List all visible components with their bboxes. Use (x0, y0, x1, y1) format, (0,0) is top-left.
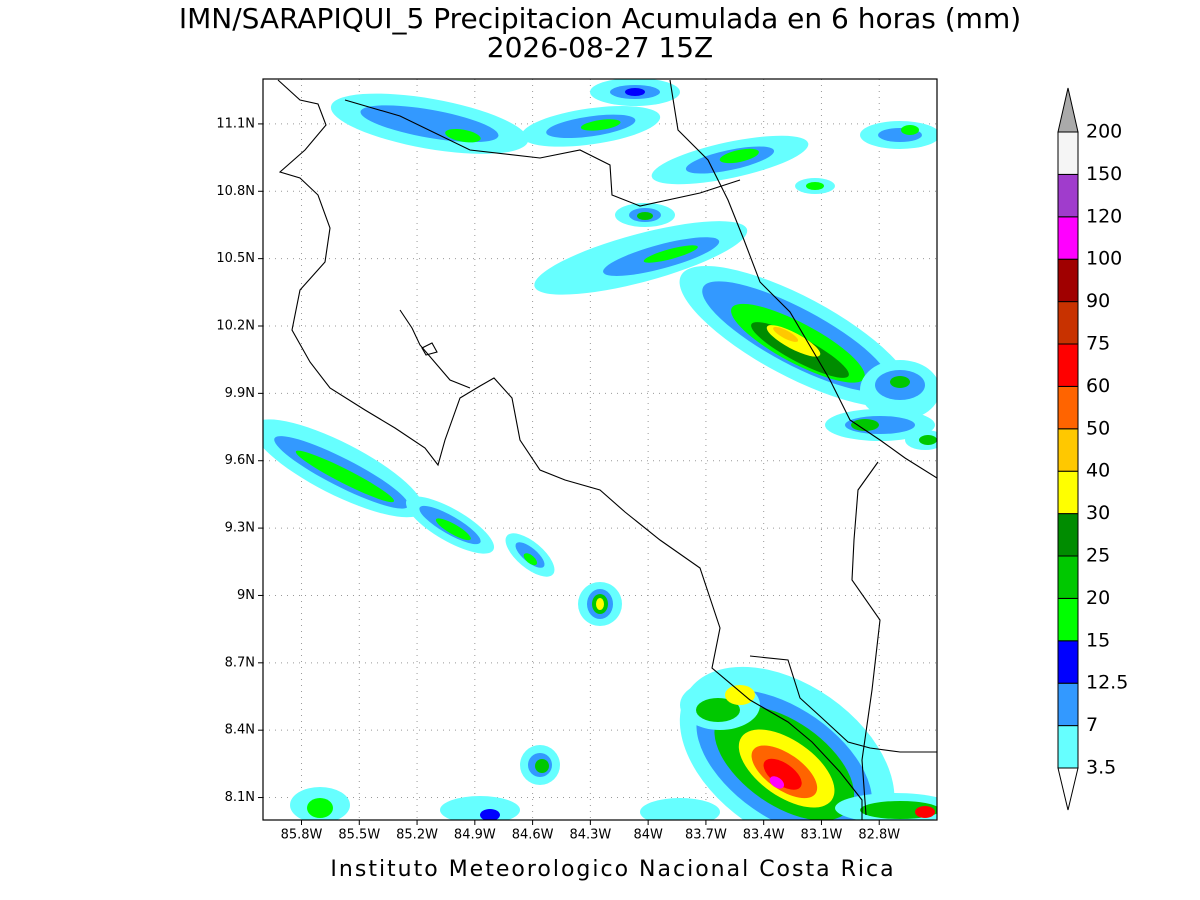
plot-frame (262, 78, 938, 821)
colorbar-label: 15 (1086, 629, 1110, 651)
x-tick-label: 83.1W (801, 828, 843, 843)
y-tick-label: 8.7N (225, 655, 255, 670)
y-tick-label: 9.6N (225, 453, 255, 468)
precip-area (535, 759, 549, 773)
y-tick-label: 10.5N (216, 251, 255, 266)
y-tick-label: 8.4N (225, 723, 255, 738)
precip-area (763, 758, 802, 790)
y-tick-label: 9.9N (225, 386, 255, 401)
footer: Instituto Meteorologico Nacional Costa R… (330, 857, 895, 882)
colorbar-box (1057, 470, 1079, 515)
colorbar-label: 30 (1086, 502, 1110, 524)
precip-area (445, 129, 481, 143)
subtitle: 2026-08-27 15Z (487, 31, 713, 64)
colorbar-box (1057, 301, 1079, 345)
colorbar-box (1057, 216, 1079, 260)
x-tick-label: 85.8W (281, 828, 323, 843)
colorbar-label: 75 (1086, 333, 1110, 355)
precip-area (523, 553, 538, 566)
precip-area (919, 435, 937, 445)
precip-area (440, 796, 520, 820)
colorbar-box (1057, 597, 1079, 642)
y-tick-label: 10.8N (216, 184, 255, 199)
colorbar-label: 90 (1086, 290, 1110, 312)
precip-area (625, 88, 645, 96)
precip-area (696, 698, 740, 722)
precip-area (725, 685, 755, 705)
colorbar-label: 100 (1086, 248, 1122, 270)
colorbar-box (1057, 640, 1079, 684)
colorbar-label: 60 (1086, 375, 1110, 397)
colorbar-box (1057, 343, 1079, 387)
colorbar-over (1057, 87, 1079, 133)
colorbar-box (1057, 258, 1079, 303)
coastlines (277, 79, 937, 820)
precip-area (580, 119, 621, 131)
x-tick-label: 84W (633, 828, 663, 843)
y-tick-label: 11.1N (216, 116, 255, 131)
precip-area (769, 776, 785, 789)
precip-area (643, 245, 698, 263)
colorbar-box (1057, 725, 1079, 769)
precip-area (719, 148, 759, 164)
colorbar-label: 3.5 (1086, 757, 1116, 779)
precip-area (637, 212, 653, 220)
colorbar-label: 40 (1086, 460, 1110, 482)
colorbar-box (1057, 428, 1079, 472)
y-tick-label: 10.2N (216, 319, 255, 334)
axis-labels: 85.8W 85.5W 85.2W 84.9W 84.6W 84.3W 84W 83.7W 83… (216, 116, 900, 842)
precip-area (307, 798, 333, 818)
colorbar-label: 12.5 (1086, 672, 1128, 694)
colorbar-label: 25 (1086, 545, 1110, 567)
colorbar-box (1057, 555, 1079, 599)
title: IMN/SARAPIQUI_5 Precipitacion Acumulada … (179, 2, 1021, 35)
x-tick-label: 85.5W (338, 828, 380, 843)
colorbar-box (1057, 131, 1079, 175)
colorbar-box (1057, 385, 1079, 430)
x-tick-label: 84.3W (569, 828, 611, 843)
colorbar-under (1057, 767, 1079, 811)
precip-area (901, 125, 919, 135)
x-tick-label: 84.9W (454, 828, 496, 843)
x-tick-label: 85.2W (396, 828, 438, 843)
y-tick-label: 9N (237, 588, 255, 603)
precip-area (890, 376, 910, 388)
colorbar-box (1057, 513, 1079, 557)
colorbar: 3.5 7 12.5 15 20 25 30 40 50 60 75 90 100 120 150 200 (1057, 87, 1128, 811)
x-tick-label: 82.8W (858, 828, 900, 843)
colorbar-label: 20 (1086, 587, 1110, 609)
precip-area (435, 518, 471, 541)
precip-area (806, 182, 824, 190)
precip-area (773, 326, 799, 342)
colorbar-label: 120 (1086, 205, 1122, 227)
x-tick-label: 83.4W (743, 828, 785, 843)
x-tick-label: 83.7W (685, 828, 727, 843)
x-tick-label: 84.6W (512, 828, 554, 843)
y-tick-label: 9.3N (225, 521, 255, 536)
precip-area (480, 809, 500, 820)
colorbar-box (1057, 173, 1079, 218)
colorbar-label: 7 (1086, 714, 1098, 736)
precip-area (915, 806, 935, 818)
precip-area (640, 798, 720, 820)
colorbar-label: 200 (1086, 121, 1122, 143)
colorbar-box (1057, 682, 1079, 727)
precip-area (851, 419, 879, 431)
colorbar-label: 50 (1086, 417, 1110, 439)
precip-area (295, 450, 395, 503)
colorbar-label: 150 (1086, 163, 1122, 185)
precip-area (596, 598, 604, 610)
precip-field (263, 79, 937, 820)
y-tick-label: 8.1N (225, 790, 255, 805)
